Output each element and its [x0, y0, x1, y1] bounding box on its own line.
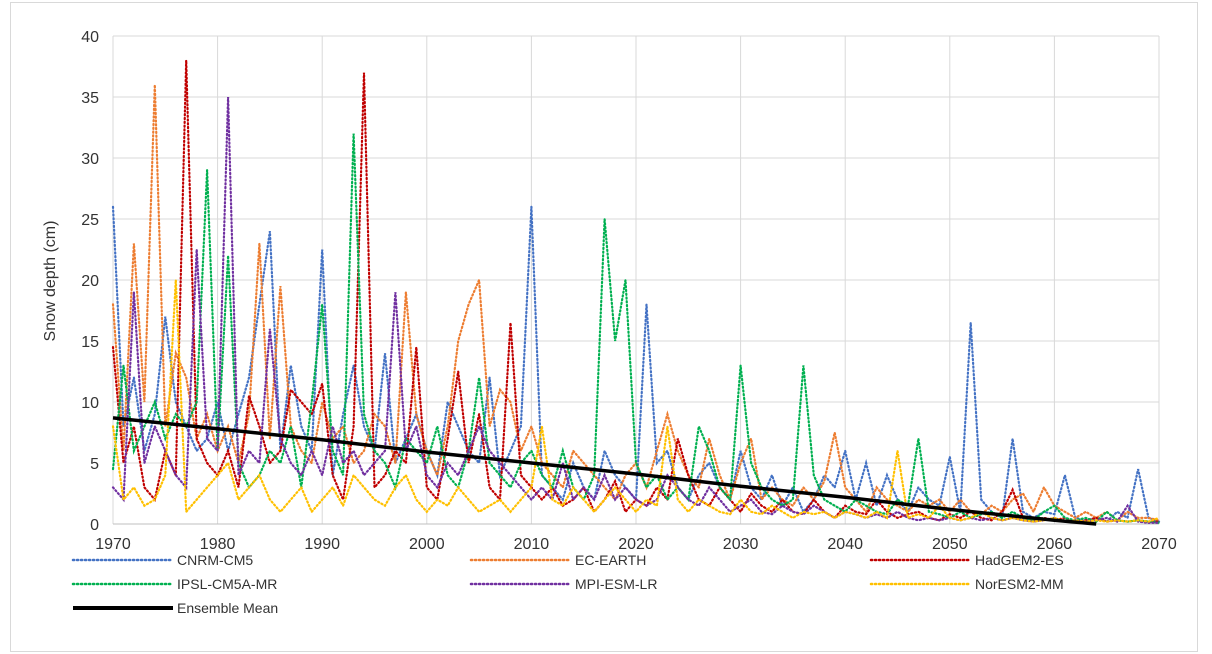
x-tick-label: 1990 [304, 536, 340, 553]
y-tick-label: 20 [81, 273, 99, 290]
x-tick-label: 2000 [409, 536, 445, 553]
x-tick-label: 1970 [95, 536, 131, 553]
series-line-ensemble-mean [112, 416, 1097, 526]
y-tick-label: 30 [81, 151, 99, 168]
y-tick-label: 5 [90, 456, 99, 473]
legend: CNRM-CM5 EC-EARTH HadGEM2-ES IPSL-CM5A-MR MP… [71, 552, 1064, 616]
legend-item: EC-EARTH [469, 552, 646, 568]
y-tick-label: 0 [90, 517, 99, 534]
x-tick-label: 2020 [618, 536, 654, 553]
legend-item: HadGEM2-ES [869, 552, 1064, 568]
y-tick-label: 40 [81, 29, 99, 46]
y-axis-title: Snow depth (cm) [42, 221, 59, 342]
x-tick-label: 1980 [200, 536, 236, 553]
legend-item: CNRM-CM5 [71, 552, 253, 568]
series-line-mpi-esm-lr [111, 96, 1161, 524]
legend-item: NorESM2-MM [869, 576, 1064, 592]
y-tick-label: 15 [81, 334, 99, 351]
legend-item: Ensemble Mean [73, 600, 278, 616]
snow-depth-chart: 0 5 10 15 20 25 30 35 40 1970 1980 1990 2000 2010 202… [42, 29, 1177, 616]
legend-label: MPI-ESM-LR [575, 576, 657, 592]
legend-label: HadGEM2-ES [975, 552, 1064, 568]
y-tick-label: 35 [81, 90, 99, 107]
series-layer [111, 60, 1161, 526]
legend-label: IPSL-CM5A-MR [177, 576, 277, 592]
x-tick-label: 2070 [1141, 536, 1177, 553]
y-axis: 0 5 10 15 20 25 30 35 40 [81, 29, 99, 534]
legend-label: CNRM-CM5 [177, 552, 253, 568]
x-tick-label: 2030 [723, 536, 759, 553]
y-tick-label: 25 [81, 212, 99, 229]
y-tick-label: 10 [81, 395, 99, 412]
x-axis: 1970 1980 1990 2000 2010 2020 2030 2040 2050 2060… [95, 523, 1177, 553]
legend-item: MPI-ESM-LR [469, 576, 657, 592]
x-tick-label: 2040 [827, 536, 863, 553]
chart-frame: 0 5 10 15 20 25 30 35 40 1970 1980 1990 2000 2010 202… [10, 2, 1198, 652]
legend-label: Ensemble Mean [177, 600, 278, 616]
grid [112, 35, 1160, 525]
legend-item: IPSL-CM5A-MR [71, 576, 277, 592]
x-tick-label: 2010 [514, 536, 550, 553]
legend-label: EC-EARTH [575, 552, 646, 568]
x-tick-label: 2060 [1037, 536, 1073, 553]
x-tick-label: 2050 [932, 536, 968, 553]
legend-label: NorESM2-MM [975, 576, 1064, 592]
